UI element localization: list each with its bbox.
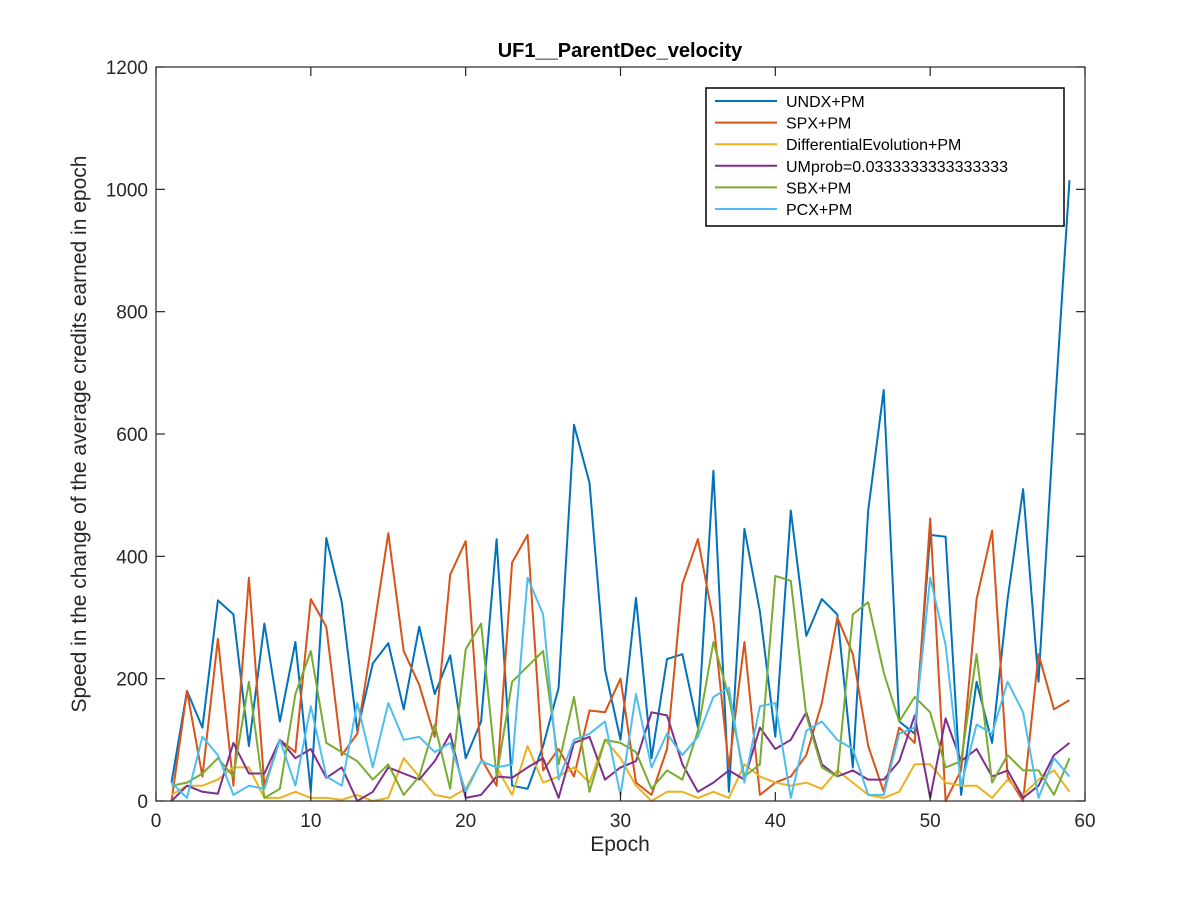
x-tick-label-2: 20 (455, 811, 476, 832)
legend: UNDX+PM SPX+PM DifferentialEvolution+PM UMp… (705, 87, 1065, 227)
y-tick-label-2: 400 (116, 547, 148, 568)
legend-label-0: UNDX+PM (786, 94, 865, 111)
y-axis-label: Speed in the change of the average credi… (68, 156, 91, 713)
x-axis-label: Epoch (590, 833, 650, 856)
x-tick-label-1: 10 (300, 811, 321, 832)
legend-label-1: SPX+PM (786, 116, 851, 133)
x-tick-label-6: 60 (1074, 811, 1095, 832)
x-tick-label-4: 40 (765, 811, 786, 832)
y-tick-label-3: 600 (116, 425, 148, 446)
chart-title: UF1__ParentDec_velocity (498, 40, 743, 62)
y-tick-label-4: 800 (116, 303, 148, 324)
legend-label-3: UMprob=0.0333333333333333 (786, 159, 1008, 176)
x-tick-label-0: 0 (151, 811, 162, 832)
legend-label-4: SBX+PM (786, 180, 851, 197)
series-line-3 (170, 711, 1071, 802)
series-line-4 (171, 574, 1071, 799)
y-tick-label-0: 0 (137, 792, 148, 813)
x-tick-label-5: 50 (920, 811, 941, 832)
y-tick-label-5: 1000 (106, 180, 148, 201)
legend-label-5: PCX+PM (786, 202, 852, 219)
x-tick-label-3: 30 (610, 811, 631, 832)
y-tick-label-6: 1200 (106, 58, 148, 79)
y-tick-label-1: 200 (116, 670, 148, 691)
legend-box (705, 87, 1065, 227)
series-line-2 (170, 738, 1071, 802)
legend-label-2: DifferentialEvolution+PM (786, 137, 961, 154)
